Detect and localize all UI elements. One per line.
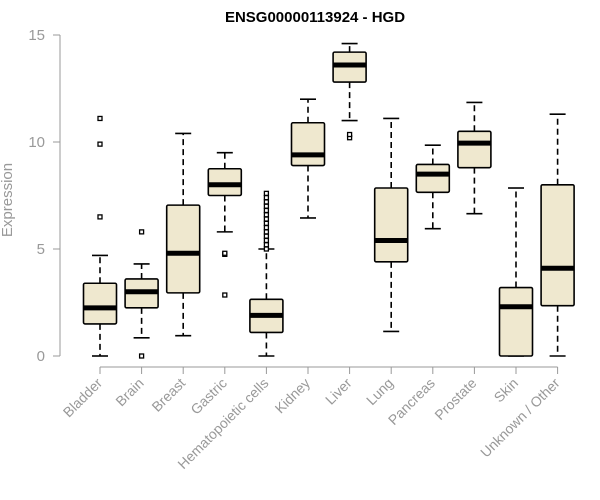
y-tick-label: 10 (28, 134, 45, 151)
box-pancreas (415, 144, 451, 230)
outlier-point (263, 229, 270, 235)
outlier-point (263, 207, 270, 214)
outlier-point (263, 203, 270, 209)
outlier-point (263, 212, 270, 218)
box-iqr (540, 184, 575, 307)
outlier-point (222, 292, 228, 298)
box-lung (373, 117, 409, 333)
outlier-point (263, 237, 270, 244)
outlier-point (263, 242, 270, 248)
y-tick-label: 5 (37, 241, 45, 258)
box-breast (165, 132, 201, 337)
x-tick-label: Unknown / Other (477, 375, 563, 461)
box-iqr (373, 187, 409, 263)
box-iqr (290, 121, 326, 167)
x-tick-label: Skin (491, 375, 522, 406)
y-tick-label: 15 (28, 27, 45, 44)
outlier-point (263, 233, 270, 239)
outlier-point (263, 216, 270, 222)
x-tick-label: Brain (112, 375, 146, 409)
box-unknown-other (540, 113, 575, 357)
x-tick-label: Prostate (431, 375, 479, 423)
x-tick-label: Breast (148, 375, 188, 415)
box-gastric (207, 151, 243, 298)
outlier-point (97, 115, 103, 122)
box-hematopoietic-cells (249, 190, 284, 357)
outlier-point (138, 229, 145, 235)
outlier-point (97, 214, 103, 220)
outlier-point (263, 246, 270, 252)
box-iqr (498, 286, 534, 357)
box-iqr (207, 167, 243, 197)
box-iqr (165, 204, 201, 294)
box-bladder (82, 115, 118, 357)
box-prostate (457, 101, 492, 215)
box-brain (124, 229, 159, 359)
outlier-point (263, 190, 270, 197)
box-iqr (415, 163, 451, 194)
outlier-point (263, 220, 270, 226)
boxes-group (82, 42, 575, 359)
outlier-point (263, 194, 270, 201)
box-skin (498, 187, 534, 357)
x-tick-label: Lung (363, 375, 396, 408)
box-kidney (290, 98, 326, 219)
x-tick-label: Liver (322, 375, 355, 408)
x-tick-label: Bladder (60, 375, 106, 421)
outlier-point (263, 224, 270, 231)
x-tick-label: Kidney (272, 375, 314, 417)
box-liver (332, 42, 367, 141)
box-iqr (82, 282, 118, 325)
outlier-point (222, 250, 228, 256)
chart-title: ENSG00000113924 - HGD (225, 9, 405, 26)
outlier-point (97, 141, 103, 147)
outlier-point (138, 353, 145, 359)
y-axis: 0 5 10 15 (28, 27, 61, 365)
box-iqr (457, 130, 492, 169)
y-tick-label: 0 (37, 348, 45, 365)
outlier-point (263, 199, 270, 205)
y-axis-label: Expression (0, 163, 16, 237)
outlier-point (346, 131, 353, 138)
